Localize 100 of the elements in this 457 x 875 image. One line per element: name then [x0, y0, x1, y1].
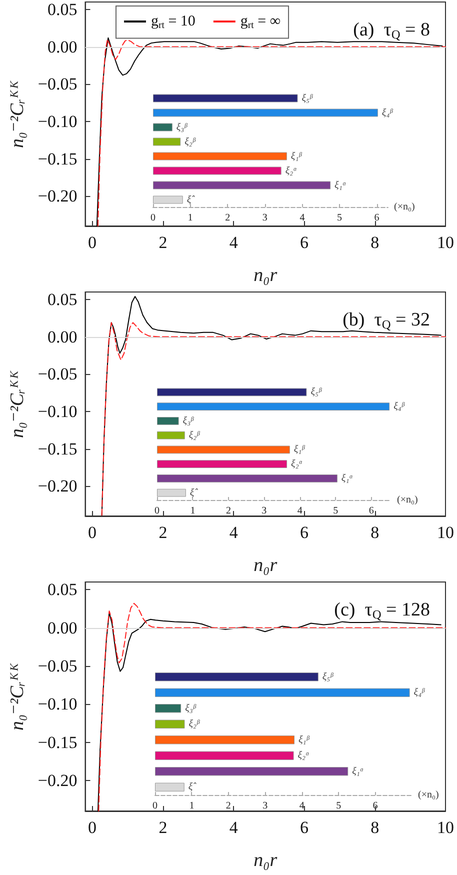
bar: [157, 474, 338, 482]
x-tick-label: 10: [437, 818, 454, 837]
x-tick-label: 5: [333, 506, 338, 516]
bar: [153, 181, 331, 190]
category-label: ξ₃ᵝ: [176, 122, 188, 133]
bar: [155, 782, 184, 792]
x-tick-label: 0: [150, 212, 156, 224]
x-tick-label: 10: [437, 523, 454, 542]
x-tick-label: 8: [370, 523, 380, 542]
y-tick-label: 0.05: [47, 580, 78, 600]
y-tick-label: −0.20: [38, 770, 78, 790]
category-label: ξ₂ᵝ: [188, 430, 200, 441]
category-label: ξ₃ᵝ: [185, 702, 196, 714]
y-tick-label: −0.20: [38, 186, 78, 206]
x-tick-label: 4: [300, 212, 305, 224]
y-axis-title: n₀⁻²Cᵣᴷᴷ: [7, 80, 28, 148]
x-axis-title: n₀r: [254, 555, 278, 576]
bar: [157, 488, 186, 497]
x-tick-label: 0: [154, 506, 160, 516]
y-tick-label: 0.00: [47, 618, 78, 638]
y-tick-label: 0.05: [47, 290, 78, 309]
category-label: ξ₄ᵝ: [414, 687, 424, 698]
category-label: ξ₂ᵝ: [184, 136, 196, 148]
x-tick-label: 0: [152, 800, 158, 812]
x-tick-label: 2: [158, 523, 168, 542]
x-tick-label: 1: [188, 212, 193, 224]
bar: [155, 736, 295, 744]
x-tick-label: 6: [300, 233, 308, 252]
category-label: ξ₁ᵅ: [334, 180, 346, 191]
category-label: ξ₄ᵝ: [394, 401, 404, 412]
category-label: ξ₂ᵅ: [298, 750, 310, 762]
x-tick-label: 1: [190, 506, 196, 516]
bar: [153, 123, 172, 132]
x-axis-title: (×n₀): [394, 202, 415, 212]
x-tick-label: 4: [297, 506, 302, 516]
category-label: ξ₂ᵝ: [188, 718, 200, 730]
x-axis-title: n₀r: [254, 850, 278, 871]
category-label: ξ₁ᵅ: [341, 472, 354, 484]
x-tick-label: 10: [437, 233, 454, 252]
bar: [153, 108, 378, 117]
x-axis-title: (×n₀): [397, 494, 418, 506]
x-tick-label: 8: [370, 818, 380, 837]
bar: [157, 402, 390, 411]
y-tick-label: −0.05: [38, 74, 78, 94]
x-tick-label: 5: [337, 212, 342, 224]
x-tick-label: 0: [88, 818, 97, 837]
x-axis-title: (×n₀): [418, 790, 439, 800]
x-axis-title: n₀r: [254, 265, 278, 286]
y-tick-label: −0.10: [38, 112, 78, 131]
y-tick-label: −0.15: [38, 732, 78, 752]
y-tick-label: 0.00: [47, 327, 78, 346]
x-tick-label: 3: [262, 506, 267, 516]
x-tick-label: 3: [262, 212, 268, 224]
bar: [155, 720, 185, 728]
x-tick-label: 6: [300, 818, 308, 837]
y-tick-label: −0.20: [38, 476, 78, 496]
bar: [153, 166, 282, 175]
category-label: ξ₃ᵝ: [182, 415, 194, 426]
x-tick-label: 4: [299, 800, 304, 812]
bar: [153, 138, 181, 146]
bar: [153, 94, 298, 102]
bar: [153, 152, 287, 160]
x-tick-label: 3: [262, 800, 268, 812]
category-label: ξ₂ᵅ: [291, 458, 303, 470]
bar: [157, 416, 179, 425]
y-tick-label: −0.05: [38, 364, 78, 384]
x-tick-label: 2: [225, 212, 230, 224]
y-tick-label: −0.15: [38, 439, 78, 458]
bar: [157, 431, 185, 440]
bar: [155, 751, 294, 760]
y-axis-title: n₀⁻²Cᵣᴷᴷ: [7, 662, 28, 730]
bar: [155, 767, 348, 776]
bar: [157, 446, 290, 454]
category-label: ξ₁ᵅ: [352, 766, 364, 777]
category-label: ξ₁ᵝ: [290, 150, 302, 162]
y-axis-title: n₀⁻²Cᵣᴷᴷ: [7, 370, 28, 438]
x-tick-label: 2: [158, 818, 168, 837]
bar: [155, 688, 410, 697]
category-label: ξ₄ᵝ: [382, 107, 393, 118]
x-tick-label: 6: [374, 212, 380, 224]
x-tick-label: 2: [226, 800, 231, 812]
category-label: ξ₁ᵝ: [294, 444, 305, 456]
x-tick-label: 4: [229, 818, 238, 837]
y-tick-label: −0.10: [38, 694, 78, 714]
x-tick-label: 2: [226, 506, 231, 516]
x-tick-label: 5: [336, 800, 342, 812]
category-label: ξ₁ᵝ: [298, 734, 310, 746]
x-tick-label: 4: [229, 233, 238, 252]
bar: [153, 196, 183, 204]
x-tick-label: 1: [189, 800, 194, 812]
x-tick-label: 4: [229, 523, 238, 542]
x-tick-label: 6: [368, 506, 374, 516]
bar: [155, 672, 318, 682]
y-tick-label: −0.15: [38, 149, 78, 168]
x-tick-label: 8: [370, 233, 380, 252]
bar: [157, 388, 307, 396]
x-tick-label: 6: [300, 523, 308, 542]
bar: [157, 460, 288, 468]
x-tick-label: 0: [88, 523, 97, 542]
y-tick-label: 0.00: [47, 37, 78, 56]
